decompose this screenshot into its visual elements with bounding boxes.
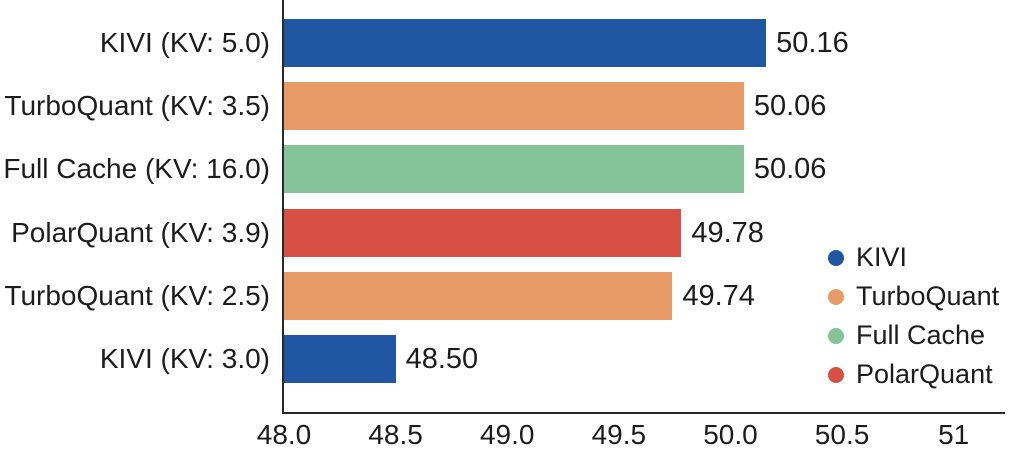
category-label: TurboQuant (KV: 2.5)	[4, 279, 270, 311]
x-tick-label: 50.5	[814, 419, 870, 450]
y-axis-line	[282, 0, 284, 414]
legend-label: TurboQuant	[856, 281, 1000, 311]
legend-label: KIVI	[856, 242, 908, 272]
legend-item-full-cache: Full Cache	[828, 316, 999, 355]
x-tick-label: 51	[938, 419, 970, 450]
category-label: TurboQuant (KV: 3.5)	[4, 90, 270, 122]
legend-swatch-icon	[828, 327, 844, 344]
bar-value-label: 49.78	[691, 216, 764, 249]
legend: KIVI TurboQuant Full Cache PolarQuant	[828, 238, 999, 394]
legend-label: PolarQuant	[856, 359, 993, 389]
category-label: PolarQuant (KV: 3.9)	[11, 216, 270, 248]
legend-item-polarquant: PolarQuant	[828, 355, 999, 394]
category-label: KIVI (KV: 5.0)	[99, 27, 270, 58]
bar-turboquant	[284, 271, 673, 320]
bar-value-label: 48.50	[405, 343, 479, 375]
legend-label: Full Cache	[856, 320, 986, 350]
bar-polarquant	[284, 208, 682, 257]
bar-kivi	[284, 19, 767, 67]
bar-turboquant	[284, 82, 744, 131]
category-label: KIVI (KV: 3.0)	[99, 343, 270, 374]
x-tick-label: 48.0	[256, 419, 312, 450]
legend-swatch-icon	[828, 366, 844, 383]
x-tick-label: 49.0	[479, 419, 535, 450]
legend-swatch-icon	[828, 249, 844, 266]
x-axis-line	[282, 412, 1005, 414]
legend-swatch-icon	[828, 288, 844, 305]
bar-value-label: 50.06	[753, 153, 827, 186]
bar-full-cache	[284, 145, 744, 194]
bar-value-label: 49.74	[682, 279, 755, 312]
bar-value-label: 50.06	[753, 90, 827, 123]
category-label: Full Cache (KV: 16.0)	[3, 153, 270, 185]
x-tick-label: 49.5	[591, 419, 647, 450]
bar-kivi	[284, 335, 396, 383]
legend-item-turboquant: TurboQuant	[828, 277, 999, 316]
bar-value-label: 50.16	[776, 27, 849, 59]
x-tick-label: 50.0	[703, 419, 758, 450]
x-tick-label: 48.5	[368, 419, 423, 450]
legend-item-kivi: KIVI	[828, 238, 999, 277]
